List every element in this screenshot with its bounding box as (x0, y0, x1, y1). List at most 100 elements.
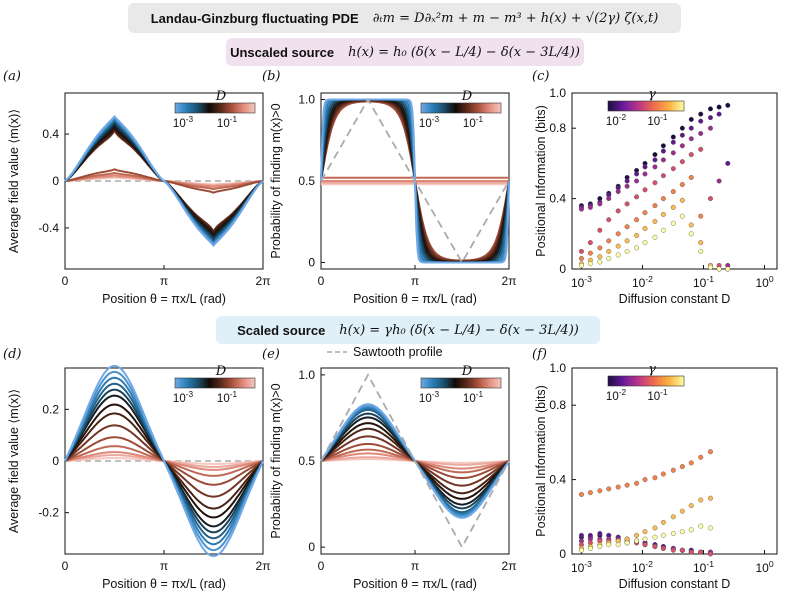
data-point (725, 160, 731, 166)
data-point (578, 532, 584, 538)
data-point (688, 549, 694, 555)
data-point (688, 231, 694, 237)
y-tick-label: 1.0 (298, 93, 315, 107)
colorbar (420, 377, 502, 389)
panel-4: (e) Probability of finding m(x)>0 Position… (262, 345, 516, 591)
colorbar-title: D (461, 89, 473, 104)
data-point (688, 174, 694, 180)
data-point (624, 482, 630, 488)
x-tick-label: 10-1 (693, 559, 714, 575)
data-point (624, 540, 630, 546)
panel-label: (a) (3, 69, 21, 84)
data-point (698, 248, 704, 254)
y-tick-label: 0.4 (549, 473, 566, 487)
data-point (707, 106, 713, 112)
x-tick-label: π (160, 274, 168, 288)
data-point (642, 542, 648, 548)
data-point (698, 213, 704, 219)
data-point (670, 467, 676, 473)
y-tick-label: 0.5 (298, 454, 315, 468)
data-point (679, 529, 685, 535)
y-axis-label: Average field value ⟨m(x)⟩ (7, 109, 21, 253)
data-point (615, 231, 621, 237)
data-point (587, 545, 593, 551)
x-tick-label: 2π (502, 274, 517, 288)
data-point (707, 115, 713, 121)
colorbar-max-label: 10-1 (463, 115, 484, 130)
data-point (660, 471, 666, 477)
y-tick-label: 1.0 (549, 361, 566, 375)
data-point (698, 549, 704, 555)
data-point (698, 240, 704, 246)
y-tick-label: 0 (52, 174, 59, 188)
scaled-banner-title: Scaled source (237, 322, 326, 338)
data-point (615, 189, 621, 195)
data-point (716, 178, 722, 184)
data-point (634, 245, 640, 251)
unscaled-banner-title: Unscaled source (230, 44, 335, 60)
colorbar (174, 102, 256, 114)
panel-0: (a) Average field value ⟨m(x)⟩ Position θ … (3, 69, 270, 306)
data-point (670, 547, 676, 553)
colorbar-title: D (461, 364, 473, 379)
data-point (660, 148, 666, 154)
data-point (652, 164, 658, 170)
y-tick-label: 0.2 (42, 402, 59, 416)
data-point (615, 208, 621, 214)
data-point (597, 201, 603, 207)
y-axis-label: Probability of finding m(x)>0 (269, 103, 283, 258)
data-point (652, 180, 658, 186)
colorbar-max-label: 10-1 (217, 115, 238, 130)
data-point (698, 111, 704, 117)
x-tick-label: 2π (256, 274, 271, 288)
series-group (64, 115, 264, 247)
colorbar-title: D (215, 89, 227, 104)
colorbar-min-label: 10-3 (173, 115, 194, 130)
data-point (597, 488, 603, 494)
data-point (670, 514, 676, 520)
data-point (634, 480, 640, 486)
panel-2: (c) Positional Information (bits) Diffusio… (532, 69, 778, 306)
colorbar-min-label: 10-2 (606, 388, 627, 403)
panel-label: (d) (3, 347, 21, 362)
colorbar-min-label: 10-3 (419, 390, 440, 405)
data-point (679, 143, 685, 149)
x-tick-label: π (411, 274, 419, 288)
data-point (670, 166, 676, 172)
data-point (597, 245, 603, 251)
sawtooth-reference-line (320, 372, 510, 550)
colorbar (607, 375, 685, 387)
x-axis-label: Diffusion constant D (619, 577, 731, 591)
data-point (642, 477, 648, 483)
panel-label: (e) (262, 347, 280, 362)
y-tick-label: 0 (308, 255, 315, 269)
data-point (698, 130, 704, 136)
data-point (688, 222, 694, 228)
colorbar-max-label: 10-1 (463, 390, 484, 405)
data-point (679, 464, 685, 470)
scaled-banner-equation: h(x) = γh₀ (δ(x − L/4) − δ(x − 3L/4)) (339, 322, 579, 338)
data-point (642, 171, 648, 177)
unscaled-banner: Unscaled source h(x) = h₀ (δ(x − L/4) − … (226, 38, 584, 66)
series-line (64, 115, 264, 247)
data-point (624, 201, 630, 207)
data-point (660, 227, 666, 233)
y-axis-label: Average field value ⟨m(x)⟩ (7, 389, 21, 533)
data-point (606, 248, 612, 254)
data-point (597, 544, 603, 550)
x-tick-label: 0 (62, 559, 69, 573)
data-point (707, 196, 713, 202)
data-point (606, 196, 612, 202)
data-point (606, 486, 612, 492)
y-tick-label: 1.0 (549, 86, 566, 100)
data-point (587, 490, 593, 496)
colorbar-max-label: 10-1 (647, 113, 668, 128)
y-axis-label: Probability of finding m(x)>0 (269, 383, 283, 538)
top-banner-equation: ∂ₜm = D∂ₓ²m + m − m³ + h(x) + √(2γ) ζ(x,… (372, 10, 659, 26)
data-point (707, 495, 713, 501)
data-point (642, 164, 648, 170)
data-point (688, 125, 694, 131)
data-point (679, 213, 685, 219)
x-tick-label: 10-1 (693, 274, 714, 290)
